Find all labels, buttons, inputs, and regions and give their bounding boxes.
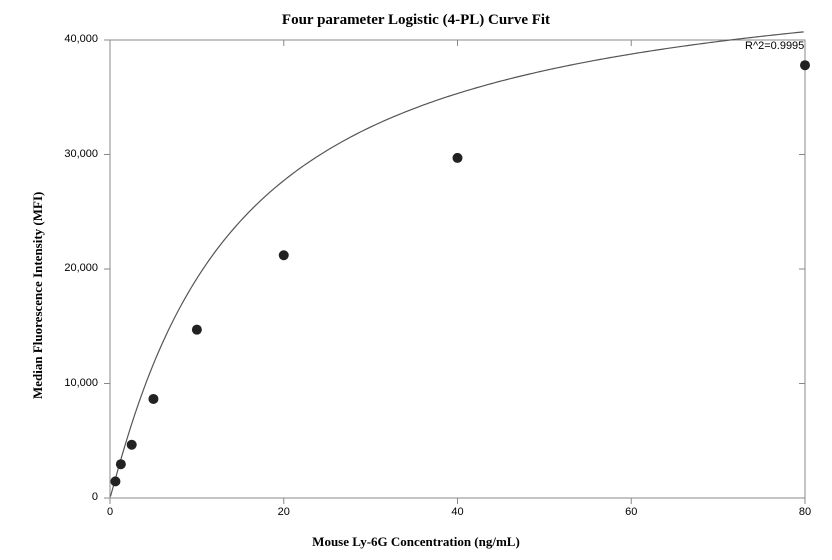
x-tick-label: 60: [625, 506, 637, 518]
x-tick-label: 80: [799, 506, 811, 518]
x-tick-label: 40: [451, 506, 463, 518]
y-tick-label: 10,000: [0, 377, 98, 389]
data-point: [110, 476, 120, 486]
data-point: [116, 459, 126, 469]
y-tick-label: 20,000: [0, 262, 98, 274]
y-tick-label: 40,000: [0, 33, 98, 45]
x-ticks-group: [110, 40, 805, 504]
data-points-group: [110, 60, 810, 486]
y-tick-label: 0: [0, 491, 98, 503]
data-point: [453, 153, 463, 163]
chart-container: Four parameter Logistic (4-PL) Curve Fit…: [0, 0, 832, 560]
plot-border: [110, 40, 805, 498]
chart-svg: [0, 0, 832, 560]
data-point: [279, 250, 289, 260]
x-tick-label: 20: [278, 506, 290, 518]
fit-curve: [110, 32, 803, 497]
data-point: [800, 60, 810, 70]
y-ticks-group: [104, 40, 805, 498]
data-point: [148, 394, 158, 404]
x-tick-label: 0: [107, 506, 113, 518]
data-point: [127, 440, 137, 450]
y-tick-label: 30,000: [0, 148, 98, 160]
data-point: [192, 325, 202, 335]
